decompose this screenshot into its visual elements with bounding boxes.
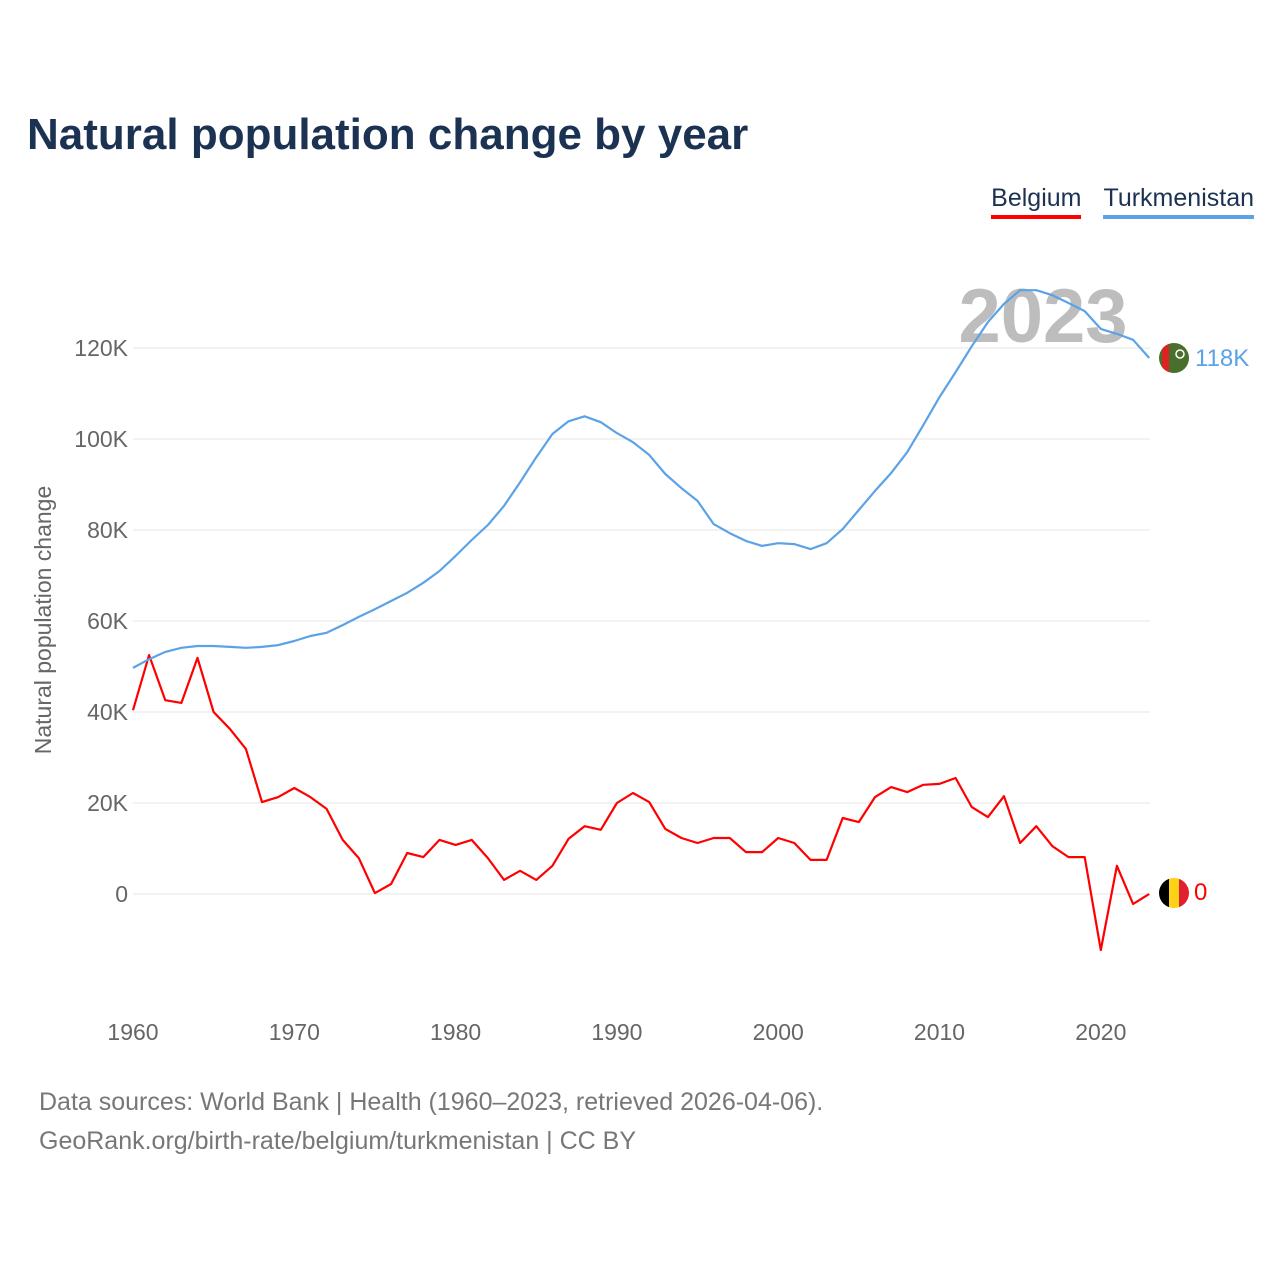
source-link[interactable]: GeoRank.org/birth-rate/belgium/turkmenis… bbox=[39, 1127, 637, 1155]
x-tick-label: 2010 bbox=[914, 1019, 965, 1045]
y-axis-label: Natural population change bbox=[30, 486, 56, 755]
source-line: Data sources: World Bank | Health (1960–… bbox=[39, 1088, 824, 1116]
belgium-flag-icon bbox=[1159, 878, 1189, 908]
turkmenistan-end-label: 118K bbox=[1195, 345, 1249, 372]
y-tick-label: 120K bbox=[74, 335, 128, 361]
y-tick-label: 80K bbox=[87, 517, 129, 543]
x-tick-label: 2000 bbox=[753, 1019, 804, 1045]
belgium-end-label: 0 bbox=[1194, 879, 1207, 906]
turkmenistan-line[interactable] bbox=[132, 289, 1151, 669]
y-tick-label: 20K bbox=[87, 790, 129, 816]
x-tick-label: 1980 bbox=[430, 1019, 481, 1045]
legend-belgium[interactable]: Belgium bbox=[991, 184, 1082, 219]
x-tick-label: 1970 bbox=[269, 1019, 320, 1045]
x-tick-label: 2020 bbox=[1075, 1019, 1126, 1045]
y-tick-label: 0 bbox=[115, 881, 128, 907]
y-tick-label: 100K bbox=[74, 426, 128, 452]
y-tick-label: 60K bbox=[87, 608, 129, 634]
y-tick-label: 40K bbox=[87, 699, 129, 725]
x-tick-label: 1960 bbox=[107, 1019, 158, 1045]
belgium-line[interactable] bbox=[131, 653, 1150, 952]
legend-turkmenistan[interactable]: Turkmenistan bbox=[1103, 184, 1254, 219]
turkmenistan-flag-icon bbox=[1159, 343, 1189, 373]
legend: Belgium Turkmenistan bbox=[991, 184, 1254, 219]
year-watermark: 2023 bbox=[958, 274, 1127, 359]
chart-title: Natural population change by year bbox=[27, 110, 749, 159]
x-tick-label: 1990 bbox=[591, 1019, 642, 1045]
